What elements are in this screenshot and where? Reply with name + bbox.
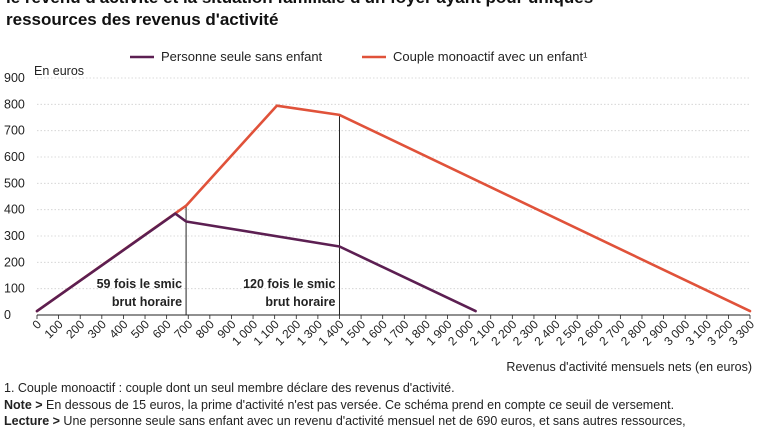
y-tick-label: 700 (4, 124, 25, 138)
legend-label: Couple monoactif avec un enfant¹ (393, 49, 588, 64)
reference-label-line-2: brut horaire (112, 295, 182, 309)
legend-label: Personne seule sans enfant (161, 49, 323, 64)
chart-notes: 1. Couple monoactif : couple dont un seu… (4, 380, 761, 430)
y-tick-label: 600 (4, 150, 25, 164)
x-tick-label: 500 (128, 317, 152, 341)
title-line-1: le revenu d'activité et la situation fam… (6, 0, 758, 9)
note-line: Note > En dessous de 15 euros, la prime … (4, 397, 761, 414)
x-tick-label: 3 300 (726, 317, 757, 348)
y-tick-label: 300 (4, 229, 25, 243)
y-tick-label: 100 (4, 282, 25, 296)
reference-label-line-1: 120 fois le smic (243, 277, 335, 291)
x-tick-label: 100 (42, 317, 66, 341)
x-tick-label: 600 (150, 317, 174, 341)
y-tick-label: 800 (4, 97, 25, 111)
title-line-2: ressources des revenus d'activité (6, 10, 279, 29)
y-axis-label: En euros (34, 64, 84, 78)
x-tick-label: 700 (171, 317, 195, 341)
x-tick-label: 400 (106, 317, 130, 341)
lecture-line: Lecture > Une personne seule sans enfant… (4, 413, 761, 430)
reference-label-line-1: 59 fois le smic (97, 277, 183, 291)
y-tick-label: 0 (4, 308, 11, 322)
series-line-personne-seule (35, 212, 477, 313)
x-tick-label: 300 (85, 317, 109, 341)
y-tick-label: 400 (4, 203, 25, 217)
footnote: 1. Couple monoactif : couple dont un seu… (4, 381, 455, 395)
y-tick-label: 900 (4, 71, 25, 85)
y-tick-label: 500 (4, 176, 25, 190)
lecture-text: Une personne seule sans enfant avec un r… (59, 414, 686, 428)
x-axis-label: Revenus d'activité mensuels nets (en eur… (506, 360, 752, 374)
reference-label-line-2: brut horaire (265, 295, 335, 309)
x-tick-label: 200 (63, 317, 87, 341)
lecture-label: Lecture > (4, 414, 60, 428)
chart-title: le revenu d'activité et la situation fam… (6, 0, 758, 31)
note-label: Note > (4, 397, 43, 412)
note-text: En dessous de 15 euros, la prime d'activ… (42, 397, 675, 412)
y-tick-label: 200 (4, 255, 25, 269)
x-tick-label: 800 (193, 317, 217, 341)
